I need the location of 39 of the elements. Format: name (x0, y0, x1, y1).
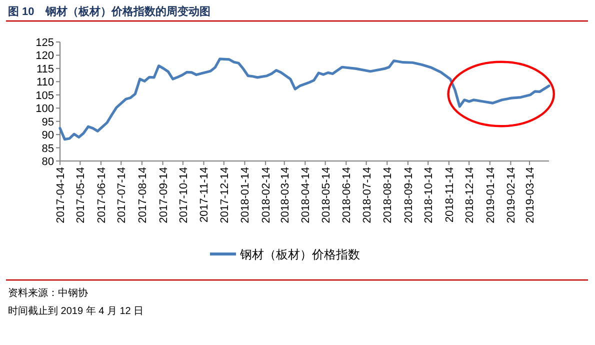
x-tick-label: 2018-08-14 (382, 167, 394, 224)
x-tick-label: 2018-07-14 (361, 167, 374, 224)
x-tick-label: 2017-08-14 (136, 167, 149, 224)
x-tick-label: 2017-07-14 (116, 167, 128, 224)
text: 时间截止到 2019 年 4 月 12 日 (8, 305, 144, 317)
y-tick-label: 95 (42, 116, 54, 128)
x-tick-label: 2019-01-14 (484, 167, 497, 224)
x-tick-label: 2018-04-14 (300, 167, 312, 224)
y-tick-label: 120 (36, 50, 54, 62)
x-tick-label: 2018-06-14 (341, 167, 354, 224)
y-tick-label: 110 (36, 76, 54, 89)
x-tick-label: 2018-12-14 (464, 167, 476, 224)
x-tick-label: 2018-11-14 (444, 167, 456, 222)
x-tick-label: 2017-06-14 (96, 167, 108, 224)
x-tick-label: 2017-10-14 (178, 167, 190, 224)
text: 资料来源：中钢协 (8, 287, 88, 299)
x-tick-label: 2018-09-14 (402, 167, 415, 224)
y-tick-label: 115 (36, 63, 54, 76)
x-tick-label: 2018-10-14 (423, 167, 436, 224)
x-tick-label: 2018-05-14 (320, 167, 332, 224)
y-tick-label: 85 (42, 142, 54, 155)
x-tick-label: 2017-11-14 (198, 167, 211, 222)
x-tick-label: 2018-02-14 (260, 167, 273, 224)
y-tick-label: 100 (36, 103, 54, 116)
x-tick-label: 2019-03-14 (524, 167, 537, 224)
x-tick-label: 2017-05-14 (75, 167, 88, 224)
y-tick-label: 105 (36, 90, 54, 102)
x-tick-label: 2019-02-14 (506, 167, 518, 224)
x-tick-label: 2017-12-14 (218, 167, 231, 224)
x-tick-label: 2018-01-14 (240, 167, 252, 224)
y-tick-label: 125 (36, 37, 54, 49)
legend-label: 钢材（板材）价格指数 (239, 248, 360, 262)
chart-title: 图 10 钢材（板材）价格指数的周变动图 (8, 5, 210, 18)
legend: 钢材（板材）价格指数 (210, 248, 360, 262)
x-tick-label: 2018-03-14 (279, 167, 292, 224)
x-tick-label: 2017-09-14 (158, 167, 170, 224)
x-tick-label: 2017-04-14 (55, 167, 67, 224)
y-tick-label: 80 (42, 156, 54, 168)
y-tick-label: 90 (42, 130, 54, 142)
